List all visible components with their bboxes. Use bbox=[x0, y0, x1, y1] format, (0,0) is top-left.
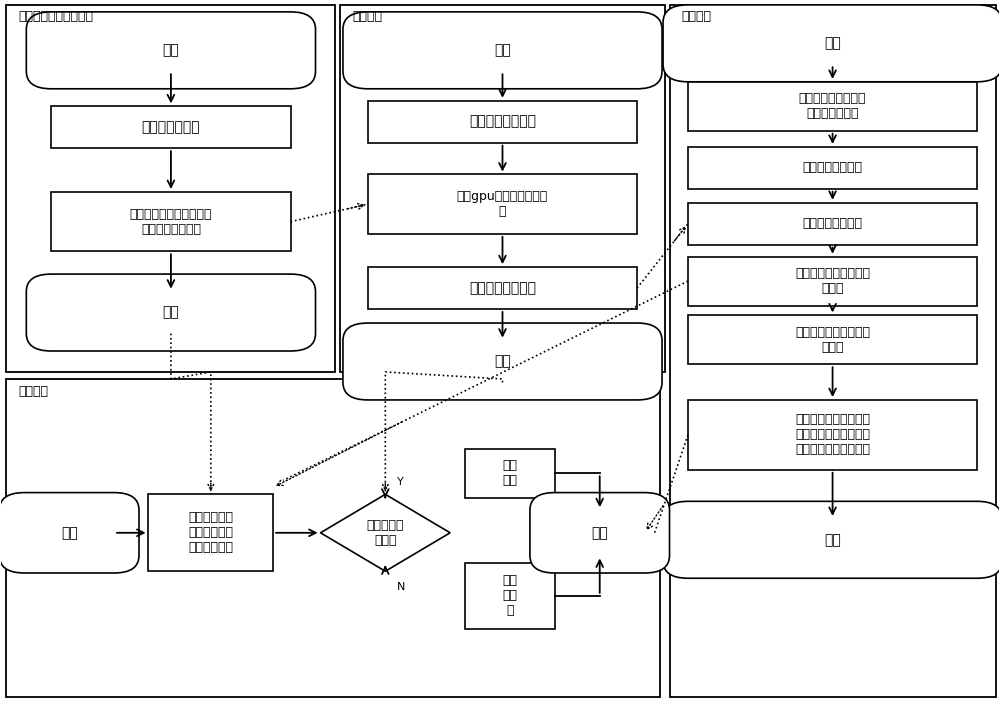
Bar bbox=[368, 267, 637, 309]
Text: 训练集投入网络得到特
征向量: 训练集投入网络得到特 征向量 bbox=[795, 326, 870, 354]
Bar bbox=[688, 203, 977, 245]
Text: N: N bbox=[397, 582, 406, 592]
Text: 开始: 开始 bbox=[494, 44, 511, 58]
Text: 计算待比对图
片对应特征向
量的欧式距离: 计算待比对图 片对应特征向 量的欧式距离 bbox=[188, 511, 233, 555]
Bar bbox=[340, 5, 665, 372]
FancyBboxPatch shape bbox=[343, 323, 662, 400]
Text: Y: Y bbox=[397, 477, 404, 487]
Bar bbox=[368, 174, 637, 234]
Text: 距离小于最
优阈值: 距离小于最 优阈值 bbox=[367, 519, 404, 547]
Text: 使用gpu加速开始训练网
络: 使用gpu加速开始训练网 络 bbox=[457, 190, 548, 218]
FancyBboxPatch shape bbox=[0, 493, 139, 573]
Text: 构建训练神经网络: 构建训练神经网络 bbox=[469, 114, 536, 128]
Text: 数据收集与预处理阶段: 数据收集与预处理阶段 bbox=[18, 11, 93, 23]
Bar bbox=[465, 562, 555, 629]
Text: 开始: 开始 bbox=[163, 44, 179, 58]
Bar bbox=[148, 494, 273, 571]
Bar bbox=[670, 5, 996, 697]
Text: 构建预测神经网络: 构建预测神经网络 bbox=[803, 161, 863, 174]
Polygon shape bbox=[320, 494, 450, 571]
Bar bbox=[6, 5, 335, 372]
Text: 训练阶段: 训练阶段 bbox=[352, 11, 382, 23]
Text: 待识别人脸图片测试
集标准化预处理: 待识别人脸图片测试 集标准化预处理 bbox=[799, 92, 866, 120]
Bar bbox=[688, 147, 977, 189]
Bar bbox=[688, 400, 977, 470]
Bar bbox=[688, 82, 977, 131]
Text: 开始: 开始 bbox=[824, 37, 841, 51]
Bar bbox=[51, 192, 291, 251]
FancyBboxPatch shape bbox=[26, 12, 316, 88]
Text: 预测阶段: 预测阶段 bbox=[681, 11, 711, 23]
Text: 不是
同一
人: 不是 同一 人 bbox=[502, 574, 517, 617]
FancyBboxPatch shape bbox=[663, 5, 1000, 82]
Text: 是同
一人: 是同 一人 bbox=[502, 459, 517, 487]
Text: 保存网络参数模型: 保存网络参数模型 bbox=[469, 281, 536, 295]
Text: 加载网络参数模型: 加载网络参数模型 bbox=[803, 217, 863, 230]
FancyBboxPatch shape bbox=[26, 274, 316, 351]
Bar bbox=[368, 100, 637, 143]
Bar bbox=[51, 106, 291, 148]
Text: 收集人脸训练集: 收集人脸训练集 bbox=[142, 120, 200, 134]
Bar bbox=[688, 315, 977, 364]
Bar bbox=[688, 257, 977, 305]
Text: 结束: 结束 bbox=[591, 526, 608, 540]
FancyBboxPatch shape bbox=[663, 501, 1000, 578]
Text: 比对阶段: 比对阶段 bbox=[18, 385, 48, 397]
Text: 结束: 结束 bbox=[824, 533, 841, 547]
Bar bbox=[6, 379, 660, 697]
FancyBboxPatch shape bbox=[530, 493, 670, 573]
Text: 调整训练集，并对训练集
进行标准化预处理: 调整训练集，并对训练集 进行标准化预处理 bbox=[130, 208, 212, 236]
Text: 对训练集的得到特征向
量抽样计算距离，选择
最优阈值作为判定标准: 对训练集的得到特征向 量抽样计算距离，选择 最优阈值作为判定标准 bbox=[795, 413, 870, 456]
FancyBboxPatch shape bbox=[343, 12, 662, 88]
Text: 测试集投入网路得到特
征向量: 测试集投入网路得到特 征向量 bbox=[795, 267, 870, 295]
Text: 开始: 开始 bbox=[61, 526, 78, 540]
Text: 结束: 结束 bbox=[494, 355, 511, 369]
Bar bbox=[465, 449, 555, 498]
Text: 结束: 结束 bbox=[163, 305, 179, 319]
